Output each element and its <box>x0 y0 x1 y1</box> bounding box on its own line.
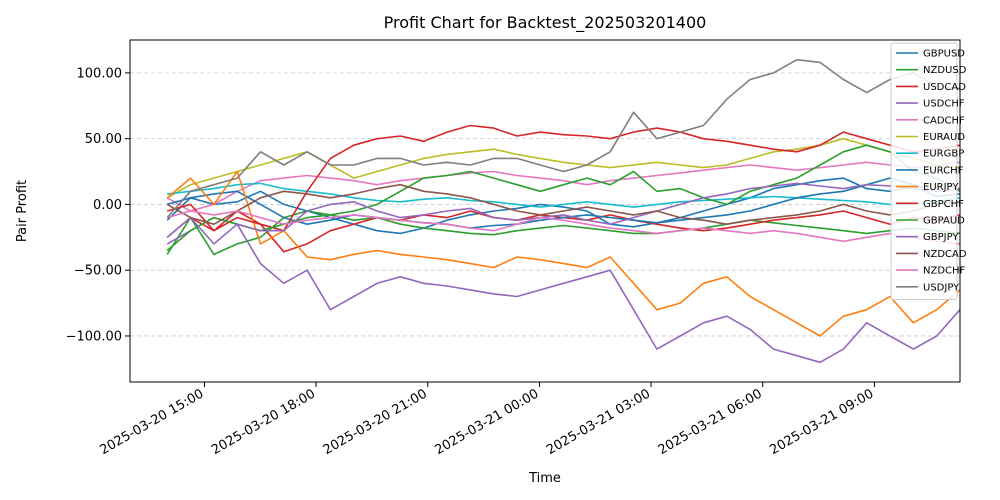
legend-label-nzdcad: NZDCAD <box>923 249 967 260</box>
legend-label-usdcad: USDCAD <box>923 82 966 93</box>
series-line-nzdcad <box>166 183 961 225</box>
legend-box <box>890 42 958 300</box>
series-line-euraud <box>166 137 961 199</box>
x-axis-title: Time <box>528 471 561 486</box>
legend-label-euraud: EURAUD <box>923 132 965 143</box>
series-line-usdjpy <box>166 58 961 219</box>
y-axis: 100.00 50.00 0.00 −50.00 −100.00 <box>66 66 130 344</box>
legend-label-usdchf: USDCHF <box>923 99 965 110</box>
series-line-nzdusd <box>166 210 961 256</box>
legend-label-gbpaud: GBPAUD <box>923 216 965 227</box>
legend: GBPUSD NZDUSD USDCAD USDCHF CADCHF EURAUD EURG… <box>890 42 967 300</box>
y-tick-label: −100.00 <box>66 329 122 344</box>
y-tick-label: 0.00 <box>93 198 122 213</box>
series-line-gbpaud <box>166 144 961 252</box>
plot-frame <box>129 39 961 383</box>
legend-label-nzdchf: NZDCHF <box>923 266 966 277</box>
y-tick-label: 50.00 <box>85 132 122 147</box>
y-tick-label: −50.00 <box>74 264 122 279</box>
legend-label-eurchf: EURCHF <box>923 165 964 176</box>
series-line-eurgbp <box>167 182 961 208</box>
legend-label-gbpjpy: GBPJPY <box>923 232 959 243</box>
series-line-gbpjpy <box>166 182 961 245</box>
series-line-cadchf <box>166 161 961 212</box>
legend-label-eurgbp: EURGBP <box>923 149 964 160</box>
series-line-gbpchf <box>166 124 961 232</box>
series-line-usdchf <box>166 216 961 364</box>
series-line-gbpusd <box>166 177 961 235</box>
legend-label-eurjpy: EURJPY <box>923 182 959 193</box>
series-lines <box>166 58 961 364</box>
series-line-eurjpy <box>166 170 961 337</box>
legend-label-usdjpy: USDJPY <box>923 282 960 293</box>
y-tick-label: 100.00 <box>77 66 123 81</box>
series-line-nzdchf <box>166 210 961 245</box>
chart-title: Profit Chart for Backtest_202503201400 <box>384 13 707 33</box>
legend-label-nzdusd: NZDUSD <box>923 65 967 76</box>
legend-label-gbpchf: GBPCHF <box>923 199 964 210</box>
legend-label-cadchf: CADCHF <box>923 115 965 126</box>
y-axis-title: Pair Profit <box>15 180 30 242</box>
legend-label-gbpusd: GBPUSD <box>923 49 965 60</box>
